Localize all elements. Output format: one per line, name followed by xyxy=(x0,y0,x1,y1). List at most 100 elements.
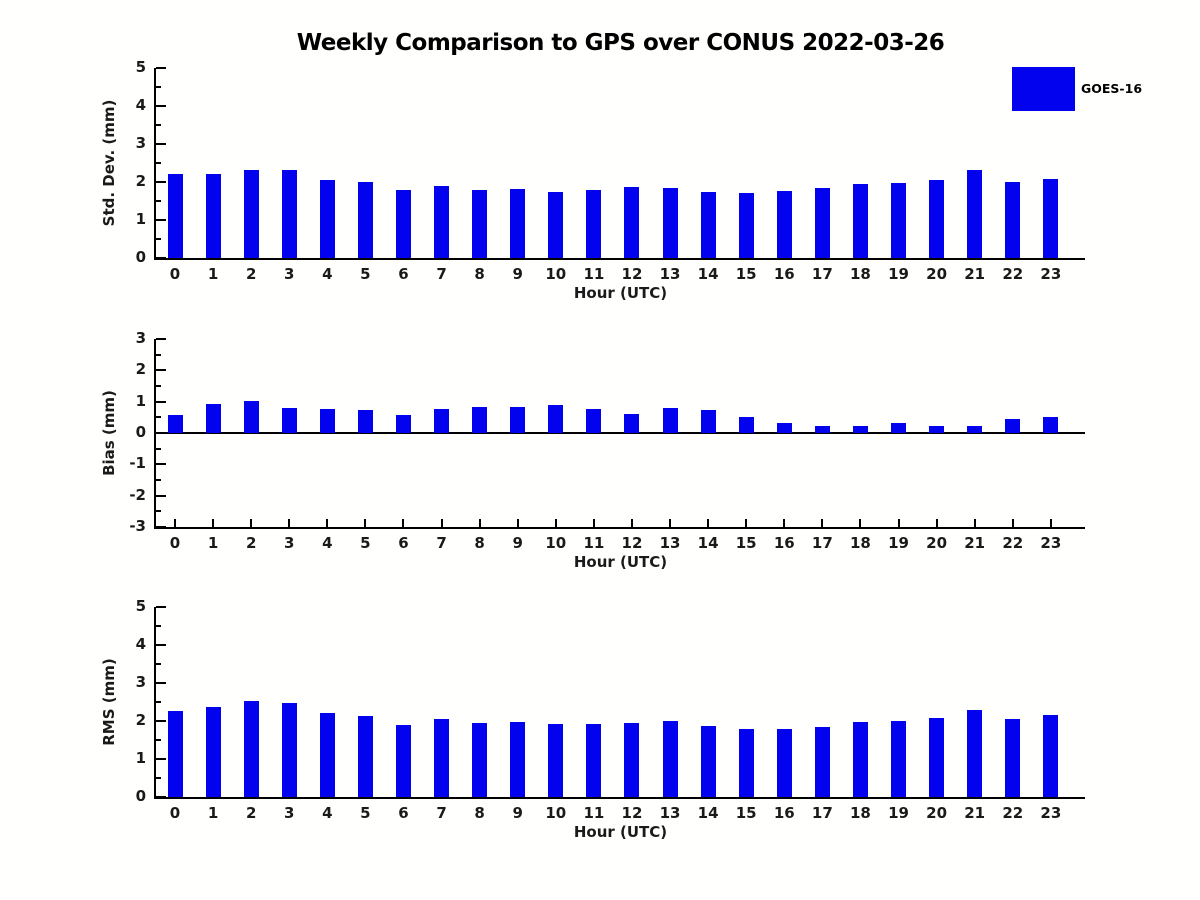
x-tick-label: 18 xyxy=(850,534,871,552)
x-tick-label: 6 xyxy=(398,804,409,822)
x-tick-label: 9 xyxy=(512,265,523,283)
y-tick xyxy=(156,432,166,434)
bar xyxy=(1043,416,1059,433)
bar xyxy=(852,183,868,258)
bar xyxy=(357,182,373,258)
y-tick-label: 2 xyxy=(135,711,146,729)
y-axis-label: RMS (mm) xyxy=(100,658,118,746)
bar xyxy=(967,426,983,433)
y-tick-label: 2 xyxy=(135,172,146,190)
axis-spine-y xyxy=(154,339,156,529)
y-tick xyxy=(156,758,166,760)
x-tick xyxy=(630,250,633,258)
x-tick xyxy=(897,789,900,797)
x-tick-label: 0 xyxy=(169,534,181,552)
x-tick xyxy=(592,250,595,258)
axis-spine-x xyxy=(154,258,1085,260)
x-tick-label: 3 xyxy=(284,534,295,552)
y-minor-tick xyxy=(156,124,161,126)
x-tick xyxy=(326,519,329,527)
x-tick-label: 23 xyxy=(1040,265,1062,283)
y-tick xyxy=(156,143,166,145)
bar xyxy=(929,717,945,797)
y-minor-tick xyxy=(156,353,161,356)
x-tick-label: 2 xyxy=(245,804,257,822)
y-tick xyxy=(156,720,166,722)
x-tick-label: 4 xyxy=(322,534,333,552)
bar xyxy=(1005,419,1021,433)
x-tick-label: 14 xyxy=(697,534,719,552)
bar xyxy=(624,722,640,797)
y-minor-tick xyxy=(156,416,161,419)
bar xyxy=(624,413,640,433)
x-tick-label: 2 xyxy=(245,534,257,552)
x-tick xyxy=(326,250,329,258)
y-minor-tick xyxy=(156,385,161,387)
x-tick xyxy=(707,250,710,258)
y-tick-label: 4 xyxy=(135,96,146,114)
bar xyxy=(814,727,830,797)
x-tick xyxy=(212,250,215,258)
x-tick xyxy=(973,250,976,258)
x-tick xyxy=(554,789,557,797)
x-tick xyxy=(174,519,176,527)
x-tick-label: 22 xyxy=(1002,804,1024,822)
x-tick-label: 10 xyxy=(545,265,567,283)
x-tick-label: 3 xyxy=(284,265,295,283)
x-tick xyxy=(174,789,176,797)
bar xyxy=(510,189,526,258)
bar xyxy=(357,716,373,797)
y-tick-label: 1 xyxy=(135,210,146,228)
x-tick xyxy=(212,789,215,797)
x-tick-label: 9 xyxy=(512,804,523,822)
x-tick-label: 4 xyxy=(322,804,333,822)
x-tick xyxy=(364,789,367,797)
x-axis-label: Hour (UTC) xyxy=(573,284,668,302)
y-tick xyxy=(156,257,166,259)
y-tick xyxy=(156,606,166,608)
x-tick-label: 21 xyxy=(964,534,986,552)
y-tick xyxy=(156,219,166,221)
bar xyxy=(319,408,335,433)
x-tick-label: 22 xyxy=(1002,534,1024,552)
y-minor-tick xyxy=(156,739,161,741)
x-tick xyxy=(516,789,519,797)
bar xyxy=(434,185,450,258)
x-tick xyxy=(288,519,291,527)
bar xyxy=(1043,715,1059,797)
axis-spine-x xyxy=(154,527,1085,529)
bar xyxy=(472,189,488,258)
x-tick xyxy=(821,519,824,527)
x-tick-label: 7 xyxy=(436,804,447,822)
x-tick-label: 10 xyxy=(545,534,567,552)
x-tick-label: 15 xyxy=(735,534,757,552)
x-tick xyxy=(1011,789,1014,797)
y-tick xyxy=(156,369,166,372)
x-tick-label: 13 xyxy=(659,534,681,552)
x-tick xyxy=(478,789,481,797)
y-minor-tick xyxy=(156,701,161,703)
x-tick-label: 22 xyxy=(1002,265,1024,283)
x-tick xyxy=(935,250,938,258)
x-tick xyxy=(707,789,710,797)
bar xyxy=(319,713,335,797)
x-tick xyxy=(669,250,672,258)
bar xyxy=(243,400,259,433)
x-tick xyxy=(821,250,824,258)
x-tick-label: 19 xyxy=(888,265,909,283)
x-tick-label: 7 xyxy=(436,534,447,552)
x-tick xyxy=(973,789,976,797)
bar xyxy=(281,703,297,797)
x-tick xyxy=(174,250,176,258)
x-tick xyxy=(859,519,862,527)
x-tick-label: 6 xyxy=(398,265,409,283)
bar xyxy=(967,169,983,258)
y-tick xyxy=(156,105,166,107)
x-tick xyxy=(440,250,443,258)
x-tick xyxy=(1049,250,1052,258)
x-tick-label: 23 xyxy=(1040,804,1062,822)
bar xyxy=(472,406,488,433)
x-tick-label: 1 xyxy=(207,265,219,283)
bar xyxy=(510,721,526,797)
bar xyxy=(281,169,297,258)
